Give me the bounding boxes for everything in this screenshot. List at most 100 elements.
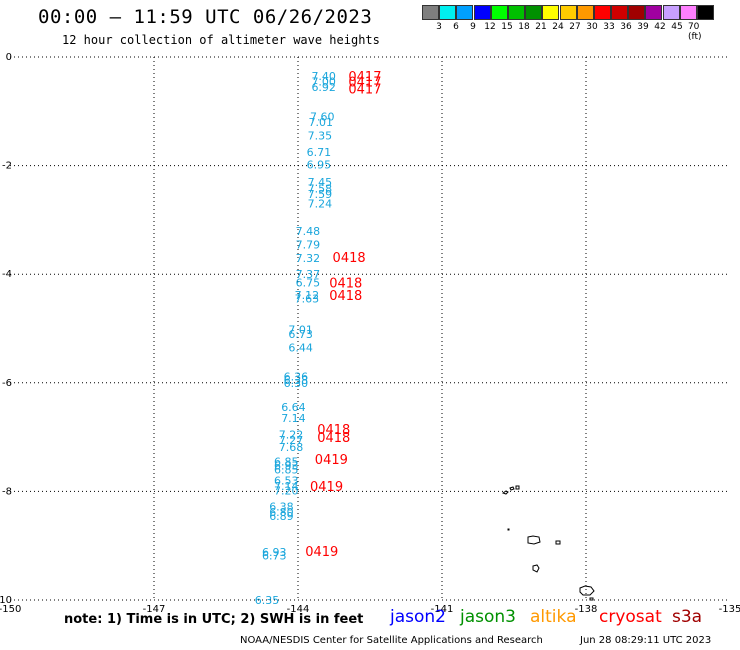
swh-value: 7.12: [295, 289, 320, 302]
swh-value: 7.48: [296, 225, 321, 238]
time-label: 0417: [348, 82, 381, 97]
time-label: 0419: [305, 545, 338, 560]
satellite-label-jason3: jason3: [460, 607, 516, 627]
time-label: 0418: [333, 251, 366, 266]
swh-value: 7.45: [308, 176, 333, 189]
island-coastline: [532, 564, 540, 573]
swh-value: 6.64: [281, 401, 306, 414]
time-label: 0418: [317, 423, 350, 438]
swh-value: 6.85: [274, 464, 299, 477]
swh-value: 6.71: [307, 146, 332, 159]
satellite-label-jason2: jason2: [390, 607, 446, 627]
color-legend: 3 6 9 12 15 18 21 24 27 30 33 36 39 42 45 70 (ft): [422, 5, 714, 42]
time-label: 0417: [348, 75, 381, 90]
island-coastline: [501, 490, 509, 495]
y-tick-label: -10: [0, 595, 12, 606]
y-tick-label: 0: [6, 52, 12, 63]
swh-value: 6.93: [262, 546, 287, 559]
swh-value: 6.80: [269, 506, 294, 519]
legend-label: 18: [518, 22, 530, 32]
swh-value: 6.95: [307, 159, 332, 172]
legend-swatch: [525, 5, 543, 20]
island-coastline: [515, 485, 520, 490]
y-tick-label: -2: [2, 161, 12, 172]
x-tick-label: -147: [143, 604, 166, 615]
swh-value: 7.60: [310, 111, 335, 124]
x-tick-label: -138: [575, 604, 598, 615]
swh-value: 7.14: [281, 412, 306, 425]
swh-value: 7.00: [311, 75, 336, 88]
swh-value: 7.37: [296, 268, 321, 281]
swh-value: 6.89: [269, 510, 294, 523]
legend-labels: 3 6 9 12 15 18 21 24 27 30 33 36 39 42 45 70 (ft): [422, 20, 714, 42]
island-coastline: [555, 540, 561, 545]
legend-swatch: [422, 5, 439, 20]
swh-value: 7.27: [279, 434, 304, 447]
swh-value: 7.59: [308, 188, 333, 201]
swh-value: 7.63: [295, 293, 320, 306]
legend-swatch: [697, 5, 714, 20]
swh-value: 6.30: [284, 377, 309, 390]
map-title: 00:00 – 11:59 UTC 06/26/2023: [38, 6, 373, 28]
legend-swatch: [559, 5, 577, 20]
swh-value: 7.24: [308, 198, 333, 211]
x-tick-label: -144: [287, 604, 310, 615]
y-tick-label: -4: [2, 269, 12, 280]
legend-label: 3: [436, 22, 442, 32]
legend-swatch: [645, 5, 663, 20]
time-label: 0417: [348, 70, 381, 85]
legend-label: 6: [453, 22, 459, 32]
legend-swatch: [628, 5, 646, 20]
legend-swatch: [611, 5, 629, 20]
time-label: 0419: [315, 453, 348, 468]
legend-swatch: [490, 5, 508, 20]
swh-value: 6.73: [288, 328, 313, 341]
legend-swatches: [422, 5, 714, 20]
legend-swatch: [473, 5, 491, 20]
swh-value: 6.92: [311, 81, 336, 94]
legend-swatch: [679, 5, 697, 20]
satellite-label-cryosat: cryosat: [599, 607, 662, 627]
legend-swatch: [542, 5, 560, 20]
legend-label: 42: [654, 22, 666, 32]
island-coastline: [579, 585, 595, 596]
generated-timestamp: Jun 28 08:29:11 UTC 2023: [580, 635, 712, 646]
legend-label: 21: [535, 22, 547, 32]
legend-swatch: [456, 5, 474, 20]
swh-value: 7.40: [311, 70, 336, 83]
legend-label: 27: [569, 22, 581, 32]
legend-label: 9: [470, 22, 476, 32]
legend-swatch: [576, 5, 594, 20]
legend-label: 39: [637, 22, 649, 32]
time-label: 0418: [329, 289, 362, 304]
swh-value: 7.58: [308, 182, 333, 195]
swh-value: 7.14: [274, 480, 299, 493]
satellite-label-s3a: s3a: [672, 607, 703, 627]
swh-value: 6.38: [269, 501, 294, 514]
swh-value: 7.01: [309, 116, 334, 129]
swh-value: 7.68: [279, 441, 304, 454]
legend-swatch: [439, 5, 457, 20]
legend-swatch: [593, 5, 611, 20]
swh-value: 6.75: [296, 276, 321, 289]
map-subtitle: 12 hour collection of altimeter wave hei…: [62, 33, 380, 47]
y-tick-label: -6: [2, 378, 12, 389]
island-coastline: [589, 597, 594, 601]
swh-value: 6.36: [284, 370, 309, 383]
legend-label: 24: [552, 22, 564, 32]
satellite-label-altika: altika: [530, 607, 577, 627]
swh-value: 7.22: [279, 428, 304, 441]
time-label: 0419: [310, 480, 343, 495]
credit-line: NOAA/NESDIS Center for Satellite Applica…: [240, 635, 543, 646]
swh-value: 6.44: [288, 342, 313, 355]
y-tick-label: -8: [2, 486, 12, 497]
legend-label: 45: [671, 22, 683, 32]
swh-value: 7.20: [274, 484, 299, 497]
island-coastline: [509, 486, 515, 491]
x-tick-label: -135: [719, 604, 740, 615]
legend-swatch: [507, 5, 525, 20]
island-coastline: [507, 528, 510, 531]
swh-value: 6.93: [274, 459, 299, 472]
swh-value: 6.38: [284, 374, 309, 387]
